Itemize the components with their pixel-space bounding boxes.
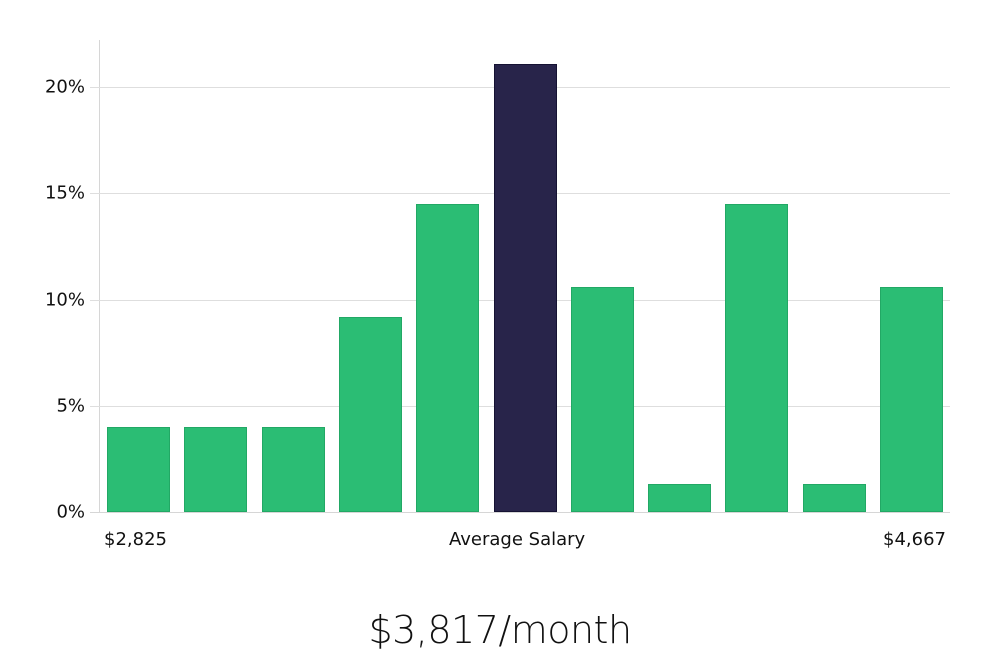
- y-tick-label: 20%: [44, 76, 85, 98]
- bar: [262, 427, 325, 512]
- bar: [184, 427, 247, 512]
- bar: [725, 204, 788, 512]
- y-tick-label: 5%: [56, 395, 85, 417]
- bar: [571, 287, 634, 512]
- bar: [339, 317, 402, 512]
- bar: [803, 484, 866, 512]
- x-min-label: $2,825: [104, 529, 167, 550]
- y-tick-label: 10%: [44, 289, 85, 311]
- y-tick-label: 0%: [56, 501, 85, 523]
- x-max-label: $4,667: [883, 529, 946, 550]
- bar: [107, 427, 170, 512]
- y-tick-label: 15%: [44, 182, 85, 204]
- gridline: [90, 512, 950, 513]
- x-axis-title: Average Salary: [449, 529, 586, 550]
- bar: [880, 287, 943, 512]
- y-axis-line: [99, 40, 100, 513]
- average-salary-headline: $3,817/month: [368, 608, 632, 652]
- bar-highlight: [494, 64, 557, 512]
- bar: [416, 204, 479, 512]
- bar: [648, 484, 711, 512]
